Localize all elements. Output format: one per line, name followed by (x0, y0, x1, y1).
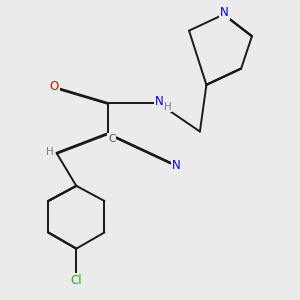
Text: N: N (220, 6, 229, 19)
Text: C: C (108, 134, 115, 144)
Text: O: O (50, 80, 59, 93)
Text: H: H (46, 147, 53, 157)
Text: H: H (164, 102, 172, 112)
Text: N: N (172, 159, 180, 172)
Text: N: N (155, 95, 164, 108)
Text: Cl: Cl (70, 274, 82, 287)
